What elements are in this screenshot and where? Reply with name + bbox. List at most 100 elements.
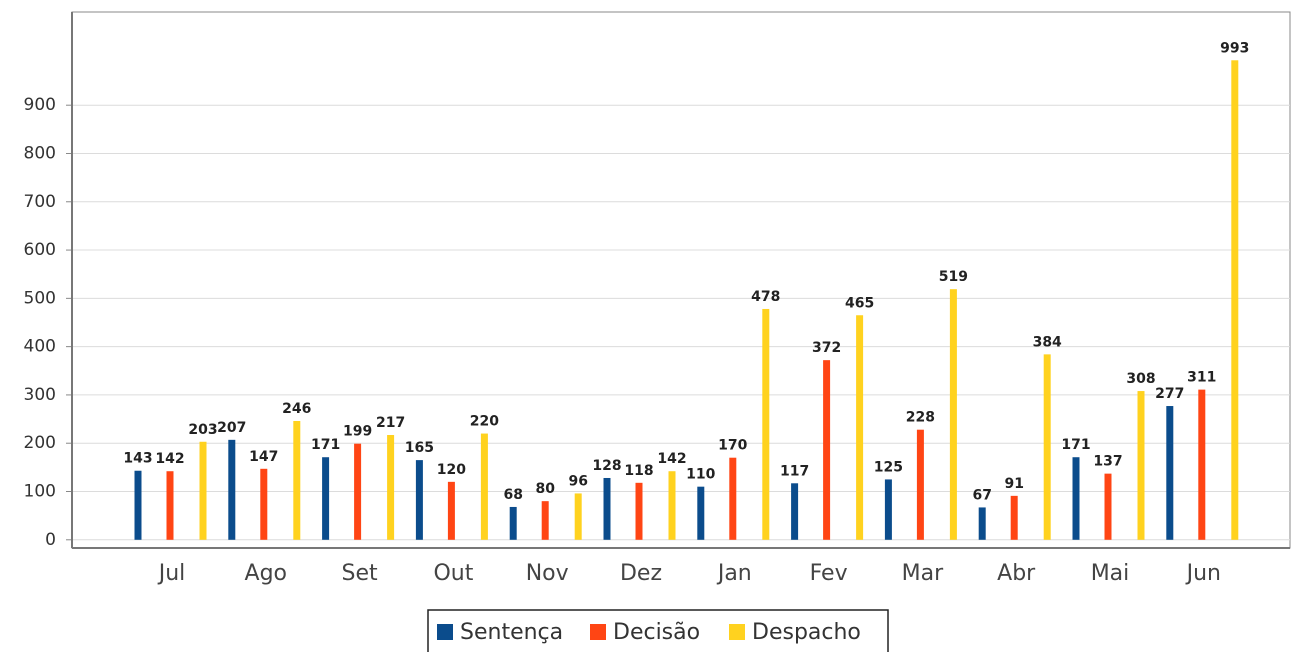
bar [354,443,362,540]
bar [1043,354,1051,540]
x-tick-label: Set [342,561,379,586]
y-tick-label: 100 [24,482,56,502]
bar [228,439,236,540]
bar [199,441,207,540]
plot-area [71,11,1291,549]
value-label: 91 [1004,476,1023,492]
y-tick-label: 0 [45,530,56,550]
value-label: 311 [1187,370,1216,386]
y-tick-label: 900 [24,95,56,115]
bar [856,315,864,540]
bar [916,429,924,540]
x-tick-label: Dez [620,561,662,586]
value-label: 171 [1061,437,1090,453]
value-label: 147 [249,449,278,465]
value-label: 372 [812,340,841,356]
bar [884,479,892,540]
bar [1072,457,1080,540]
value-label: 125 [874,459,903,475]
bar [541,501,549,540]
legend-box [427,609,889,652]
x-tick-label: Nov [526,561,569,586]
y-tick-label: 300 [24,385,56,405]
legend-swatch [437,624,453,640]
value-label: 170 [718,438,747,454]
x-tick-label: Jun [1185,561,1221,586]
x-tick-label: Fev [810,561,848,586]
value-label: 465 [845,295,874,311]
y-tick-label: 800 [24,143,56,163]
x-tick-label: Jul [157,561,186,586]
bar [978,507,986,540]
y-tick-label: 600 [24,240,56,260]
value-label: 142 [155,451,184,467]
value-label: 220 [470,414,499,430]
legend-label: Despacho [752,620,861,645]
bar [762,308,770,540]
value-label: 277 [1155,386,1184,402]
x-tick-label: Ago [245,561,287,586]
bar [1198,389,1206,540]
value-label: 143 [123,451,152,467]
value-label: 384 [1033,334,1062,350]
bar [166,471,174,540]
value-label: 80 [535,481,555,497]
bar [668,471,676,540]
bar [480,433,488,540]
y-tick-label: 700 [24,192,56,212]
value-label: 110 [686,467,715,483]
value-label: 171 [311,437,340,453]
value-label: 519 [939,269,968,285]
legend-swatch [590,624,606,640]
x-tick-label: Jan [716,561,752,586]
value-label: 207 [217,420,246,436]
value-label: 993 [1220,40,1249,56]
value-label: 68 [503,487,522,503]
bar [697,486,705,540]
bar [387,435,395,540]
value-label: 217 [376,415,405,431]
bar [729,457,737,540]
y-tick-label: 200 [24,433,56,453]
y-tick-label: 500 [24,288,56,308]
value-label: 96 [568,473,587,489]
legend-label: Sentença [460,620,563,645]
x-tick-label: Mai [1091,561,1130,586]
bar [1010,495,1018,540]
x-tick-label: Mar [902,561,944,586]
bar [134,470,142,540]
value-label: 199 [343,424,372,440]
value-label: 478 [751,289,780,305]
bar [293,421,301,540]
value-label: 120 [437,462,466,478]
bar [1231,60,1239,540]
value-label: 165 [405,440,434,456]
bar [509,506,517,540]
bar [949,289,957,540]
value-label: 67 [972,487,991,503]
value-label: 118 [624,463,653,479]
bar [447,481,455,540]
x-tick-label: Abr [997,561,1036,586]
x-tick-label: Out [433,561,473,586]
bar [260,468,268,540]
y-tick-label: 400 [24,337,56,357]
bar [603,477,611,540]
bar [635,482,643,540]
bar [823,360,831,540]
legend-swatch [729,624,745,640]
legend-label: Decisão [613,620,700,645]
bar [322,457,330,540]
value-label: 142 [657,451,686,467]
value-label: 137 [1093,454,1122,470]
value-label: 128 [592,458,621,474]
value-label: 308 [1126,371,1155,387]
bar [1166,406,1174,540]
bar [1104,473,1112,540]
value-label: 228 [906,410,935,426]
bar [791,483,799,540]
value-label: 246 [282,401,311,417]
bar [415,460,423,540]
bar [574,493,582,540]
